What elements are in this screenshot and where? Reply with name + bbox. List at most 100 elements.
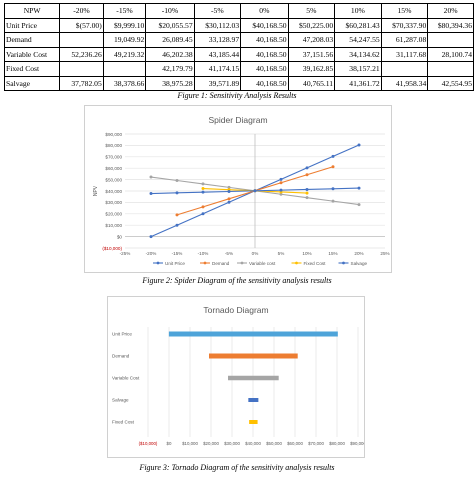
data-point bbox=[201, 212, 205, 216]
chart-title: Spider Diagram bbox=[208, 115, 267, 125]
x-tick-label: $50,000 bbox=[266, 441, 282, 446]
y-tick-label: $50,000 bbox=[105, 177, 122, 182]
x-tick-label: 20% bbox=[354, 251, 363, 256]
y-tick-label: $90,000 bbox=[105, 132, 122, 137]
y-tick-label: $30,000 bbox=[105, 200, 122, 205]
legend-label: Salvage bbox=[351, 261, 368, 266]
tornado-chart: Tornado Diagram ($10,000) $0 $10,000 $20,000… bbox=[112, 305, 366, 446]
row-label: Variable Cost bbox=[3, 46, 61, 62]
table-cell: 28,100.74 bbox=[427, 46, 474, 62]
data-point bbox=[279, 181, 283, 185]
data-point bbox=[279, 177, 283, 181]
x-tick-label: -10% bbox=[198, 251, 209, 256]
x-tick-label: $60,000 bbox=[287, 441, 303, 446]
data-point bbox=[331, 165, 335, 169]
x-tick-label: -5% bbox=[225, 251, 233, 256]
data-point bbox=[227, 189, 231, 193]
table-cell: $30,112.03 bbox=[193, 17, 242, 33]
table-cell: 19,049.92 bbox=[102, 32, 147, 48]
table-cell: $70,337.90 bbox=[380, 17, 429, 33]
y-tick-label: $70,000 bbox=[105, 155, 122, 160]
x-tick-label: -15% bbox=[172, 251, 183, 256]
table-cell: 43,185.44 bbox=[193, 46, 242, 62]
y-tick-label: $10,000 bbox=[105, 223, 122, 228]
x-tick-label: $0 bbox=[167, 441, 172, 446]
data-point bbox=[279, 188, 283, 192]
row-label: Unit Price bbox=[3, 17, 61, 33]
table-cell: 54,247.55 bbox=[334, 32, 382, 48]
data-point bbox=[357, 186, 361, 190]
table-row: Salvage 37,782.05 38,378.66 38,975.28 39… bbox=[3, 75, 474, 91]
data-point bbox=[175, 213, 179, 217]
table-cell: $50,225.00 bbox=[287, 17, 336, 33]
spider-chart: Spider Diagram ($10,000) $0 $10,000 $20,000 $… bbox=[93, 115, 390, 266]
x-tick-label: 15% bbox=[328, 251, 337, 256]
y-axis-label: NPV bbox=[93, 185, 99, 196]
table-cell: 41,958.34 bbox=[380, 75, 429, 91]
data-point bbox=[253, 189, 257, 193]
table-cell: $20,055.57 bbox=[145, 17, 195, 33]
table-cell bbox=[59, 61, 104, 77]
x-tick-label: $10,000 bbox=[182, 441, 198, 446]
table-cell: 38,378.66 bbox=[102, 75, 147, 91]
tornado-bar bbox=[228, 375, 279, 381]
data-point bbox=[175, 223, 179, 227]
table-cell: 41,174.15 bbox=[193, 61, 242, 77]
legend-label: Unit Price bbox=[165, 261, 185, 266]
data-point bbox=[175, 191, 179, 195]
table-cell bbox=[380, 61, 429, 77]
data-point bbox=[305, 166, 309, 170]
table-cell: 40,168.50 bbox=[240, 61, 289, 77]
tornado-chart-frame: Tornado Diagram ($10,000) $0 $10,000 $20,000… bbox=[107, 296, 366, 458]
table-cell: 31,117.68 bbox=[380, 46, 429, 62]
table-cell: 26,089.45 bbox=[145, 32, 195, 48]
x-tick-label: $80,000 bbox=[329, 441, 345, 446]
x-tick-label: 0% bbox=[252, 251, 259, 256]
table-cell: 47,208.03 bbox=[287, 32, 336, 48]
x-tick-label: 5% bbox=[278, 251, 285, 256]
data-point bbox=[279, 192, 283, 196]
table-header: -20% bbox=[59, 3, 104, 19]
data-point bbox=[305, 191, 309, 195]
table-cell: $80,394.36 bbox=[427, 17, 474, 33]
data-point bbox=[357, 203, 361, 207]
legend-marker bbox=[203, 261, 207, 265]
x-tick-label: $30,000 bbox=[224, 441, 240, 446]
table-cell bbox=[427, 32, 474, 48]
x-tick-label: $20,000 bbox=[203, 441, 219, 446]
y-tick-label: $40,000 bbox=[105, 189, 122, 194]
data-point bbox=[227, 200, 231, 204]
table-header-row: NPW -20% -15% -10% -5% 0% 5% 10% 15% 20% bbox=[3, 3, 474, 19]
table-header: 10% bbox=[334, 3, 382, 19]
legend-marker bbox=[295, 261, 298, 265]
table-cell: 52,236.26 bbox=[59, 46, 104, 62]
y-tick-label: $0 bbox=[117, 234, 123, 239]
data-point bbox=[201, 182, 205, 186]
table-cell: 38,157.21 bbox=[334, 61, 382, 77]
figure-1-caption: Figure 1: Sensitivity Analysis Results bbox=[177, 91, 297, 100]
spider-chart-frame: Spider Diagram ($10,000) $0 $10,000 $20,000 $… bbox=[84, 105, 392, 273]
data-point bbox=[149, 192, 153, 196]
table-cell: $60,281.43 bbox=[334, 17, 382, 33]
data-point bbox=[331, 199, 335, 203]
category-label: Demand bbox=[112, 354, 130, 359]
data-point bbox=[331, 154, 335, 158]
table-cell: 40,765.11 bbox=[287, 75, 336, 91]
legend-marker bbox=[156, 261, 160, 265]
table-row: Fixed Cost 42,179.79 41,174.15 40,168.50… bbox=[3, 61, 474, 77]
table-cell: 40,168.50 bbox=[240, 46, 289, 62]
table-cell: 61,287.08 bbox=[380, 32, 429, 48]
figure-2-caption: Figure 2: Spider Diagram of the sensitiv… bbox=[142, 276, 332, 285]
table-header: -10% bbox=[145, 3, 195, 19]
table-cell: $9,999.10 bbox=[102, 17, 147, 33]
category-label: Salvage bbox=[112, 398, 129, 403]
y-tick-label: ($10,000) bbox=[102, 246, 122, 251]
legend-label: Variable cost bbox=[249, 261, 276, 266]
tornado-bar bbox=[249, 420, 258, 424]
table-row: Unit Price $(57.00) $9,999.10 $20,055.57… bbox=[3, 17, 474, 33]
table-cell: 37,151.56 bbox=[287, 46, 336, 62]
category-label: Unit Price bbox=[112, 332, 132, 337]
x-tick-label: 25% bbox=[380, 251, 389, 256]
y-tick-label: $20,000 bbox=[105, 212, 122, 217]
x-tick-label: $70,000 bbox=[308, 441, 324, 446]
